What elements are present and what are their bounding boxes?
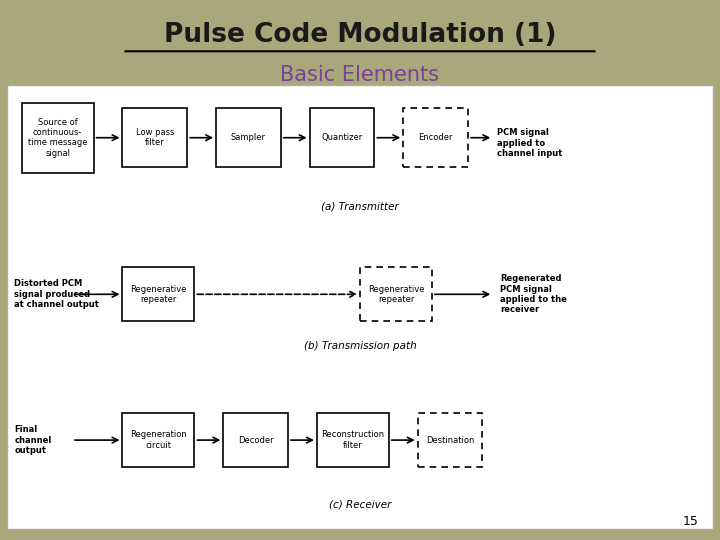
Text: Regenerated
PCM signal
applied to the
receiver: Regenerated PCM signal applied to the re…	[500, 274, 567, 314]
Bar	[403, 108, 468, 167]
Text: Regenerative
repeater: Regenerative repeater	[130, 285, 186, 304]
Bar	[22, 103, 94, 173]
Bar	[216, 108, 281, 167]
Bar	[418, 413, 482, 467]
Text: PCM signal
applied to
channel input: PCM signal applied to channel input	[497, 128, 562, 158]
Text: Basic Elements: Basic Elements	[281, 64, 439, 85]
Text: Sampler: Sampler	[231, 133, 266, 142]
Text: Low pass
filter: Low pass filter	[135, 128, 174, 147]
Text: Distorted PCM
signal produced
at channel output: Distorted PCM signal produced at channel…	[14, 279, 99, 309]
Text: Regeneration
circuit: Regeneration circuit	[130, 430, 186, 450]
Text: (b) Transmission path: (b) Transmission path	[304, 341, 416, 350]
Bar	[122, 267, 194, 321]
Bar	[317, 413, 389, 467]
Bar	[7, 85, 713, 529]
Bar	[310, 108, 374, 167]
Bar	[122, 108, 187, 167]
Bar	[223, 413, 288, 467]
Bar	[360, 267, 432, 321]
Text: Final
channel
output: Final channel output	[14, 425, 52, 455]
Text: (c) Receiver: (c) Receiver	[329, 500, 391, 510]
Text: Regenerative
repeater: Regenerative repeater	[368, 285, 424, 304]
Text: Pulse Code Modulation (1): Pulse Code Modulation (1)	[163, 22, 557, 48]
Text: Decoder: Decoder	[238, 436, 274, 444]
Text: (a) Transmitter: (a) Transmitter	[321, 201, 399, 211]
Text: Quantizer: Quantizer	[321, 133, 363, 142]
Text: Reconstruction
filter: Reconstruction filter	[321, 430, 384, 450]
Text: Destination: Destination	[426, 436, 474, 444]
Text: 15: 15	[683, 515, 698, 528]
Text: Encoder: Encoder	[418, 133, 453, 142]
Bar	[122, 413, 194, 467]
Text: Source of
continuous-
time message
signal: Source of continuous- time message signa…	[28, 118, 87, 158]
